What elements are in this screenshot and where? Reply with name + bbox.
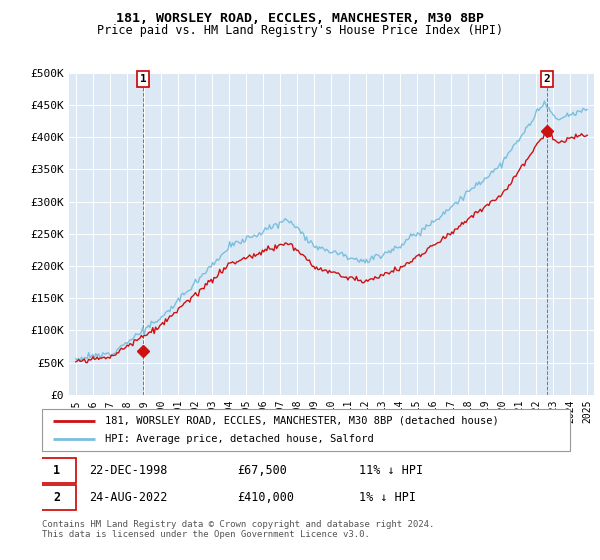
Text: 22-DEC-1998: 22-DEC-1998 bbox=[89, 464, 168, 477]
Text: 11% ↓ HPI: 11% ↓ HPI bbox=[359, 464, 423, 477]
Text: 1% ↓ HPI: 1% ↓ HPI bbox=[359, 491, 416, 504]
Text: 1: 1 bbox=[53, 464, 61, 477]
Text: 181, WORSLEY ROAD, ECCLES, MANCHESTER, M30 8BP: 181, WORSLEY ROAD, ECCLES, MANCHESTER, M… bbox=[116, 12, 484, 25]
Text: £410,000: £410,000 bbox=[238, 491, 295, 504]
FancyBboxPatch shape bbox=[38, 458, 76, 483]
Text: 181, WORSLEY ROAD, ECCLES, MANCHESTER, M30 8BP (detached house): 181, WORSLEY ROAD, ECCLES, MANCHESTER, M… bbox=[106, 416, 499, 426]
Text: Contains HM Land Registry data © Crown copyright and database right 2024.
This d: Contains HM Land Registry data © Crown c… bbox=[42, 520, 434, 539]
Text: 2: 2 bbox=[544, 74, 550, 84]
Text: 1: 1 bbox=[140, 74, 146, 84]
Text: 2: 2 bbox=[53, 491, 61, 504]
Text: HPI: Average price, detached house, Salford: HPI: Average price, detached house, Salf… bbox=[106, 434, 374, 444]
Text: Price paid vs. HM Land Registry's House Price Index (HPI): Price paid vs. HM Land Registry's House … bbox=[97, 24, 503, 36]
Text: £67,500: £67,500 bbox=[238, 464, 287, 477]
Text: 24-AUG-2022: 24-AUG-2022 bbox=[89, 491, 168, 504]
FancyBboxPatch shape bbox=[38, 485, 76, 510]
FancyBboxPatch shape bbox=[42, 409, 570, 451]
